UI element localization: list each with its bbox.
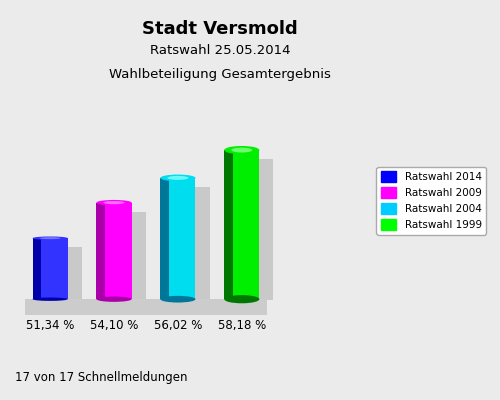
- Ellipse shape: [104, 201, 124, 204]
- Ellipse shape: [160, 174, 196, 181]
- Text: 56,02 %: 56,02 %: [154, 318, 202, 332]
- Polygon shape: [46, 247, 82, 300]
- Text: 51,34 %: 51,34 %: [26, 318, 74, 332]
- Ellipse shape: [224, 146, 260, 154]
- Text: 58,18 %: 58,18 %: [218, 318, 266, 332]
- Polygon shape: [238, 159, 274, 300]
- Bar: [42, 238, 68, 299]
- Polygon shape: [110, 212, 146, 300]
- Ellipse shape: [96, 200, 132, 205]
- Ellipse shape: [232, 148, 252, 152]
- Bar: [32, 238, 42, 299]
- Bar: [160, 178, 169, 299]
- Bar: [105, 203, 132, 299]
- Text: Ratswahl 25.05.2014: Ratswahl 25.05.2014: [150, 44, 290, 57]
- Ellipse shape: [168, 176, 188, 180]
- Text: 17 von 17 Schnellmeldungen: 17 von 17 Schnellmeldungen: [15, 371, 188, 384]
- Text: Stadt Versmold: Stadt Versmold: [142, 20, 298, 38]
- Legend: Ratswahl 2014, Ratswahl 2009, Ratswahl 2004, Ratswahl 1999: Ratswahl 2014, Ratswahl 2009, Ratswahl 2…: [376, 167, 486, 234]
- Bar: [233, 150, 260, 299]
- Ellipse shape: [40, 237, 60, 239]
- Bar: [24, 299, 268, 315]
- Polygon shape: [174, 187, 210, 300]
- Text: Wahlbeteiligung Gesamtergebnis: Wahlbeteiligung Gesamtergebnis: [109, 68, 331, 81]
- Ellipse shape: [32, 298, 68, 301]
- Bar: [224, 150, 233, 299]
- Bar: [96, 203, 105, 299]
- Ellipse shape: [224, 295, 260, 303]
- Text: 54,10 %: 54,10 %: [90, 318, 138, 332]
- Bar: [169, 178, 196, 299]
- Ellipse shape: [160, 296, 196, 302]
- Ellipse shape: [96, 296, 132, 302]
- Ellipse shape: [32, 236, 68, 240]
